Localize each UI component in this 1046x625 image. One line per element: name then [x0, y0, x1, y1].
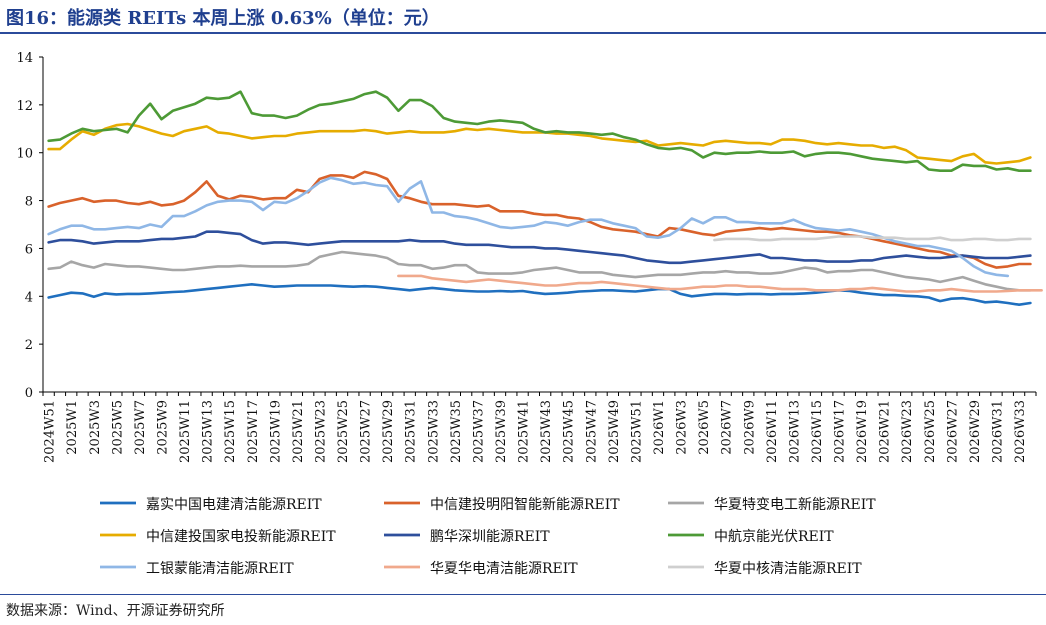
x-tick-label: 2026W31: [991, 400, 1006, 463]
x-tick-label: 2025W47: [584, 400, 599, 463]
x-tick-label: 2025W7: [133, 400, 148, 455]
x-tick-label: 2026W23: [900, 400, 915, 463]
series-line-7: [47, 176, 1010, 278]
x-tick-label: 2026W3: [675, 400, 690, 455]
x-tick-label: 2025W49: [607, 400, 622, 463]
x-tick-label: 2025W25: [336, 400, 351, 463]
y-tick-label: 6: [25, 242, 33, 257]
x-tick-label: 2026W29: [968, 400, 983, 463]
source-note: 数据来源：Wind、开源证券研究所: [6, 603, 225, 619]
legend: 嘉实中国电建清洁能源REIT 中信建投明阳智能新能源REIT 华夏特变电工新能源RE…: [100, 497, 876, 577]
y-tick-label: 10: [16, 147, 33, 162]
line-chart: 0 2 4 6 8 10 12 14 2024W51 2025W1 2025W3 2025W5 2025…: [16, 51, 1043, 577]
x-tick-label: 2025W11: [178, 400, 193, 463]
x-tick-label: 2025W33: [426, 400, 441, 463]
legend-label: 华夏特变电工新能源REIT: [714, 497, 876, 513]
footer-rule: [0, 594, 1046, 595]
series-line-1: [47, 282, 1032, 307]
x-tick-label: 2026W15: [810, 400, 825, 463]
x-tick-label: 2026W33: [1013, 400, 1028, 463]
x-tick-label: 2025W45: [562, 400, 577, 463]
x-tick-label: 2025W19: [268, 400, 283, 463]
legend-label: 中信建投明阳智能新能源REIT: [430, 497, 620, 513]
x-tick-label: 2025W43: [539, 400, 554, 463]
x-tick-label: 2026W11: [765, 400, 780, 463]
y-tick-label: 4: [25, 290, 33, 305]
x-tick-label: 2026W25: [923, 400, 938, 463]
x-tick-label: 2025W51: [629, 400, 644, 463]
x-tick-label: 2025W17: [246, 400, 261, 463]
x-tick-label: 2026W1: [652, 400, 667, 455]
series-line-8: [397, 274, 1043, 293]
x-tick-label: 2025W21: [291, 400, 306, 463]
series-line-9: [713, 235, 1032, 242]
x-tick-label: 2025W9: [155, 400, 170, 455]
legend-label: 华夏华电清洁能源REIT: [430, 561, 578, 577]
series-line-5: [47, 230, 1032, 265]
chart-title: 图16：能源类 REITs 本周上涨 0.63%（单位：元）: [6, 8, 440, 29]
x-tick-label: 2025W5: [110, 400, 125, 455]
series-line-4: [47, 122, 1032, 165]
x-tick-label: 2026W9: [742, 400, 757, 455]
legend-label: 嘉实中国电建清洁能源REIT: [146, 497, 322, 513]
series-lines: [47, 90, 1043, 307]
series-line-6: [47, 90, 1032, 172]
y-tick-label: 2: [25, 338, 33, 353]
x-tick-label: 2025W1: [65, 400, 80, 455]
x-tick-label: 2025W37: [471, 400, 486, 463]
title-rule: [0, 32, 1046, 34]
x-tick-label: 2025W31: [404, 400, 419, 463]
x-tick-label: 2025W13: [201, 400, 216, 463]
y-tick-label: 14: [16, 51, 33, 66]
x-tick-label: 2025W23: [313, 400, 328, 463]
legend-label: 中航京能光伏REIT: [714, 529, 834, 545]
x-tick-label: 2025W15: [223, 400, 238, 463]
x-tick-label: 2025W3: [88, 400, 103, 455]
x-tick-label: 2025W39: [494, 400, 509, 463]
x-tick-label: 2026W7: [720, 400, 735, 455]
x-tick-label: 2026W17: [833, 400, 848, 463]
x-tick-label: 2025W41: [517, 400, 532, 463]
x-tick-label: 2026W19: [855, 400, 870, 463]
series-line-2: [47, 170, 1032, 269]
x-tick-label: 2026W13: [787, 400, 802, 463]
x-tick-label: 2026W27: [945, 400, 960, 463]
x-tick-label: 2026W21: [878, 400, 893, 463]
y-tick-label: 0: [25, 386, 33, 401]
x-tick-label: 2025W29: [381, 400, 396, 463]
y-tick-label: 12: [16, 99, 33, 114]
axes: 0 2 4 6 8 10 12 14 2024W51 2025W1 2025W3 2025W5 2025…: [16, 51, 1037, 463]
x-tick-label: 2025W27: [359, 400, 374, 463]
x-tick-label: 2026W5: [697, 400, 712, 455]
x-tick-label: 2025W35: [449, 400, 464, 463]
legend-label: 工银蒙能清洁能源REIT: [146, 561, 294, 577]
legend-label: 华夏中核清洁能源REIT: [714, 561, 862, 577]
legend-label: 鹏华深圳能源REIT: [430, 529, 550, 545]
x-tick-label: 2024W51: [43, 400, 58, 463]
y-tick-label: 8: [25, 195, 33, 210]
legend-label: 中信建投国家电投新能源REIT: [146, 528, 336, 545]
series-line-3: [47, 250, 1032, 292]
